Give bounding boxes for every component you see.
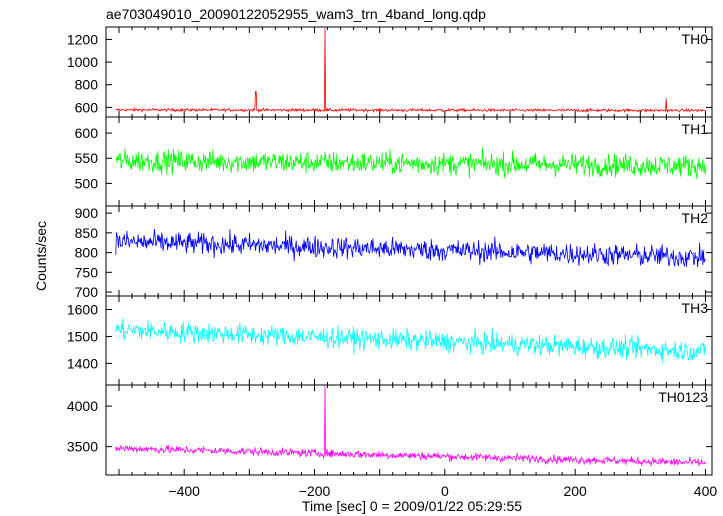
y-tick-label: 600 — [75, 125, 99, 141]
x-tick-label: −400 — [168, 483, 200, 499]
y-tick-label: 3500 — [67, 439, 98, 455]
x-axis-label: Time [sec] 0 = 2009/01/22 05:29:55 — [302, 498, 522, 514]
y-axis-label: Counts/sec — [33, 221, 49, 291]
y-tick-label: 700 — [75, 284, 99, 300]
panel-th0: 600 800 1000 1200 TH0 — [67, 27, 712, 117]
y-tick-label: 1400 — [67, 355, 98, 371]
panel-th3: 1400 1500 1600 TH3 — [67, 296, 712, 385]
panel-frame — [106, 117, 712, 206]
panel-label-th1: TH1 — [682, 121, 709, 137]
x-tick-label: 0 — [441, 483, 449, 499]
series-th0123 — [116, 386, 706, 466]
y-tick-label: 500 — [75, 175, 99, 191]
y-tick-label: 900 — [75, 205, 99, 221]
series-th3 — [116, 318, 706, 364]
x-tick-label: 400 — [694, 483, 718, 499]
y-tick-label: 1600 — [67, 301, 98, 317]
y-tick-label: 850 — [75, 225, 99, 241]
panel-label-th0: TH0 — [682, 31, 709, 47]
y-tick-label: 750 — [75, 264, 99, 280]
series-th2 — [116, 229, 706, 267]
panels-layer: 600 800 1000 1200 TH0 500 550 600 TH1 700 750 800 85… — [67, 27, 712, 475]
y-tick-label: 4000 — [67, 398, 98, 414]
panel-label-th0123: TH0123 — [658, 389, 708, 405]
y-tick-label: 800 — [75, 245, 99, 261]
y-tick-label: 1000 — [67, 54, 98, 70]
x-tick-label: −200 — [299, 483, 331, 499]
panel-label-th3: TH3 — [682, 300, 709, 316]
panel-th2: 700 750 800 850 900 TH2 — [75, 205, 712, 300]
series-th1 — [116, 148, 706, 180]
panel-th1: 500 550 600 TH1 — [75, 117, 712, 206]
x-axis: −400 −200 0 200 400 — [168, 483, 717, 499]
y-tick-label: 1500 — [67, 328, 98, 344]
panel-th0123: 3500 4000 TH0123 — [67, 385, 712, 475]
series-th0 — [116, 28, 706, 112]
y-tick-label: 800 — [75, 77, 99, 93]
y-tick-label: 1200 — [67, 31, 98, 47]
panel-frame — [106, 27, 712, 117]
chart-title: ae703049010_20090122052955_wam3_trn_4ban… — [106, 6, 486, 22]
x-tick-label: 200 — [563, 483, 587, 499]
y-tick-label: 600 — [75, 99, 99, 115]
panel-label-th2: TH2 — [682, 210, 709, 226]
y-tick-label: 550 — [75, 150, 99, 166]
